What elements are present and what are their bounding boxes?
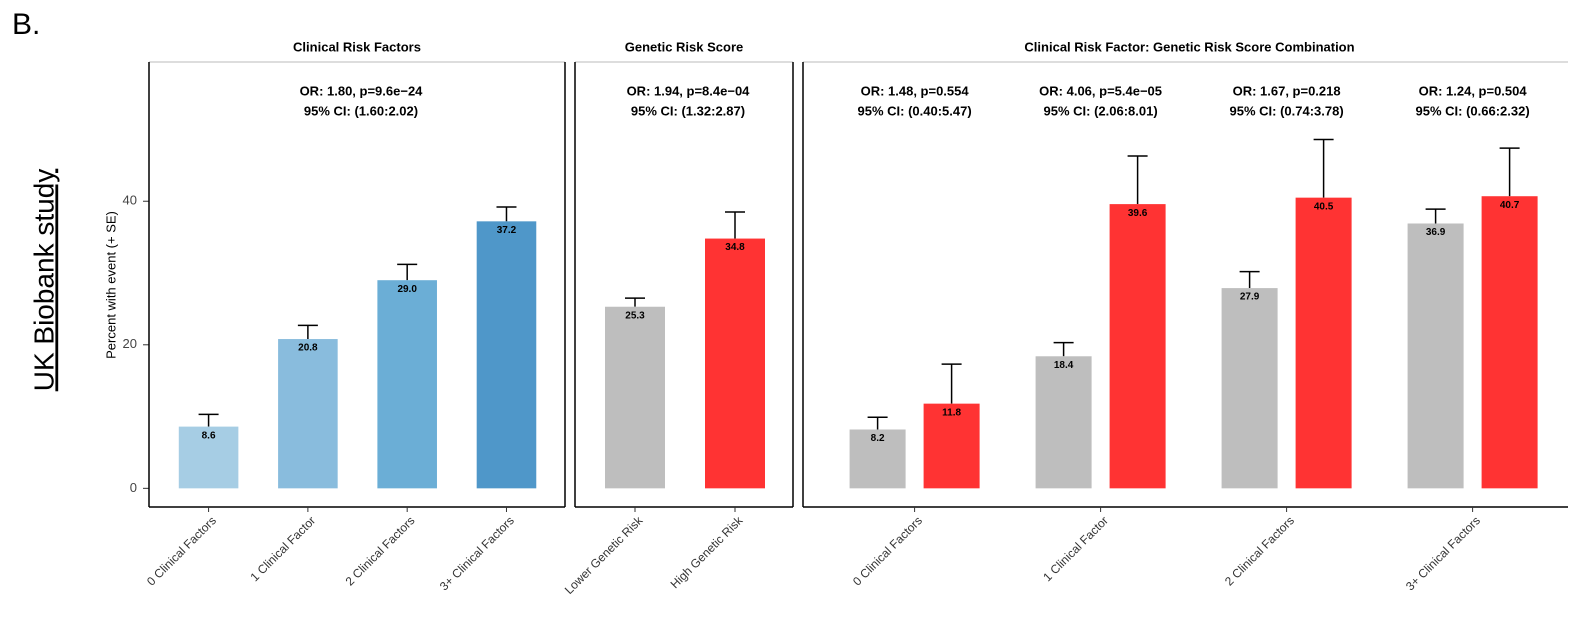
value-label: 40.7 xyxy=(1500,200,1520,211)
x-tick-label: Lower Genetic Risk xyxy=(562,513,646,597)
annotation: 95% CI: (2.06:8.01) xyxy=(1044,103,1158,118)
bar xyxy=(377,280,437,489)
value-label: 11.8 xyxy=(942,407,961,418)
value-label: 34.8 xyxy=(725,242,745,253)
x-tick-label: 1 Clinical Factor xyxy=(248,513,319,584)
y-axis-label: Percent with event (+ SE) xyxy=(103,211,118,359)
value-label: 40.5 xyxy=(1314,201,1334,212)
annotation: OR: 1.67, p=0.218 xyxy=(1233,83,1341,98)
annotation: 95% CI: (1.60:2.02) xyxy=(304,103,418,118)
annotation: 95% CI: (0.66:2.32) xyxy=(1416,103,1530,118)
y-tick-label: 20 xyxy=(123,336,137,351)
y-tick-label: 40 xyxy=(123,193,137,208)
value-label: 27.9 xyxy=(1240,292,1260,303)
value-label: 8.6 xyxy=(202,430,216,441)
x-tick-label: High Genetic Risk xyxy=(668,513,747,592)
value-label: 8.2 xyxy=(871,433,885,444)
bar xyxy=(1109,204,1166,489)
annotation: OR: 1.94, p=8.4e−04 xyxy=(627,83,751,98)
panel-label: B. xyxy=(12,8,40,41)
x-tick-label: 0 Clinical Factors xyxy=(850,513,925,588)
annotation: OR: 4.06, p=5.4e−05 xyxy=(1039,83,1162,98)
panel-title: Clinical Risk Factor: Genetic Risk Score… xyxy=(1024,39,1354,54)
bar xyxy=(923,403,980,489)
x-tick-label: 2 Clinical Factors xyxy=(1222,513,1297,588)
value-label: 37.2 xyxy=(497,225,517,236)
bar xyxy=(476,221,537,489)
annotation: 95% CI: (0.40:5.47) xyxy=(858,103,972,118)
bar xyxy=(1407,223,1464,489)
x-tick-label: 0 Clinical Factors xyxy=(144,513,219,588)
bar xyxy=(705,238,765,489)
bar xyxy=(1481,196,1538,489)
bar xyxy=(1221,288,1278,489)
value-label: 39.6 xyxy=(1128,208,1148,219)
value-label: 20.8 xyxy=(298,343,318,354)
annotation: OR: 1.24, p=0.504 xyxy=(1419,83,1528,98)
bar xyxy=(605,306,665,489)
x-tick-label: 2 Clinical Factors xyxy=(343,513,418,588)
y-tick-label: 0 xyxy=(130,480,137,495)
value-label: 25.3 xyxy=(625,310,645,321)
value-label: 29.0 xyxy=(397,284,417,295)
x-tick-label: 3+ Clinical Factors xyxy=(1403,513,1483,593)
panel-title: Genetic Risk Score xyxy=(625,39,744,54)
annotation: 95% CI: (1.32:2.87) xyxy=(631,103,745,118)
bar xyxy=(278,339,338,489)
value-label: 18.4 xyxy=(1054,360,1074,371)
annotation: OR: 1.80, p=9.6e−24 xyxy=(300,83,424,98)
annotation: 95% CI: (0.74:3.78) xyxy=(1230,103,1344,118)
panel-title: Clinical Risk Factors xyxy=(293,39,421,54)
bar xyxy=(1035,356,1092,489)
annotation: OR: 1.48, p=0.554 xyxy=(861,83,970,98)
bar xyxy=(849,429,906,489)
bar xyxy=(1295,197,1352,489)
side-label: UK Biobank study xyxy=(28,169,59,392)
x-tick-label: 3+ Clinical Factors xyxy=(437,513,517,593)
bar xyxy=(178,426,239,489)
value-label: 36.9 xyxy=(1426,227,1446,238)
x-tick-label: 1 Clinical Factor xyxy=(1040,513,1111,584)
